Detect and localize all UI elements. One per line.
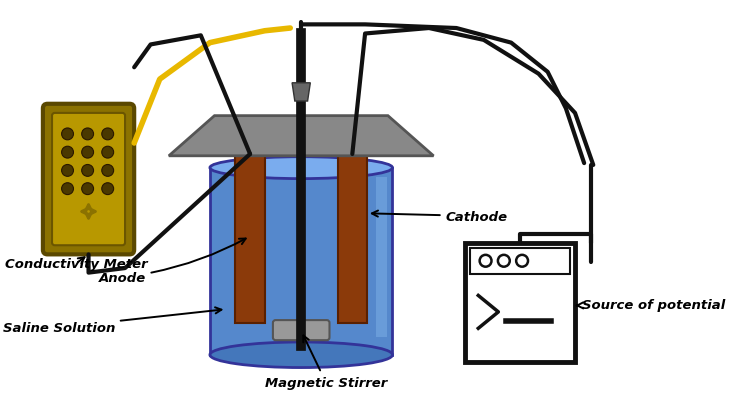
- Bar: [466, 244, 575, 362]
- Ellipse shape: [82, 147, 94, 159]
- Ellipse shape: [102, 183, 114, 195]
- Text: Cathode: Cathode: [372, 210, 508, 223]
- FancyBboxPatch shape: [43, 104, 134, 255]
- Bar: [235, 154, 265, 323]
- Ellipse shape: [61, 183, 74, 195]
- Text: Anode: Anode: [99, 239, 246, 284]
- Bar: [470, 248, 570, 274]
- FancyBboxPatch shape: [52, 114, 125, 246]
- Ellipse shape: [210, 342, 393, 368]
- Text: Source of potential: Source of potential: [576, 298, 725, 311]
- Ellipse shape: [82, 183, 94, 195]
- Text: Conductivity Meter: Conductivity Meter: [4, 257, 147, 271]
- Bar: [376, 177, 387, 337]
- Ellipse shape: [102, 147, 114, 159]
- Text: Magnetic Stirrer: Magnetic Stirrer: [265, 336, 387, 389]
- Ellipse shape: [61, 147, 74, 159]
- Text: Saline Solution: Saline Solution: [3, 308, 221, 334]
- Bar: [210, 168, 393, 355]
- Polygon shape: [169, 116, 433, 157]
- Polygon shape: [292, 83, 310, 102]
- Ellipse shape: [82, 165, 94, 177]
- Ellipse shape: [102, 129, 114, 140]
- FancyBboxPatch shape: [273, 320, 329, 340]
- Ellipse shape: [82, 129, 94, 140]
- Ellipse shape: [210, 157, 393, 179]
- Ellipse shape: [102, 165, 114, 177]
- Ellipse shape: [61, 165, 74, 177]
- Ellipse shape: [61, 129, 74, 140]
- Bar: [338, 154, 367, 323]
